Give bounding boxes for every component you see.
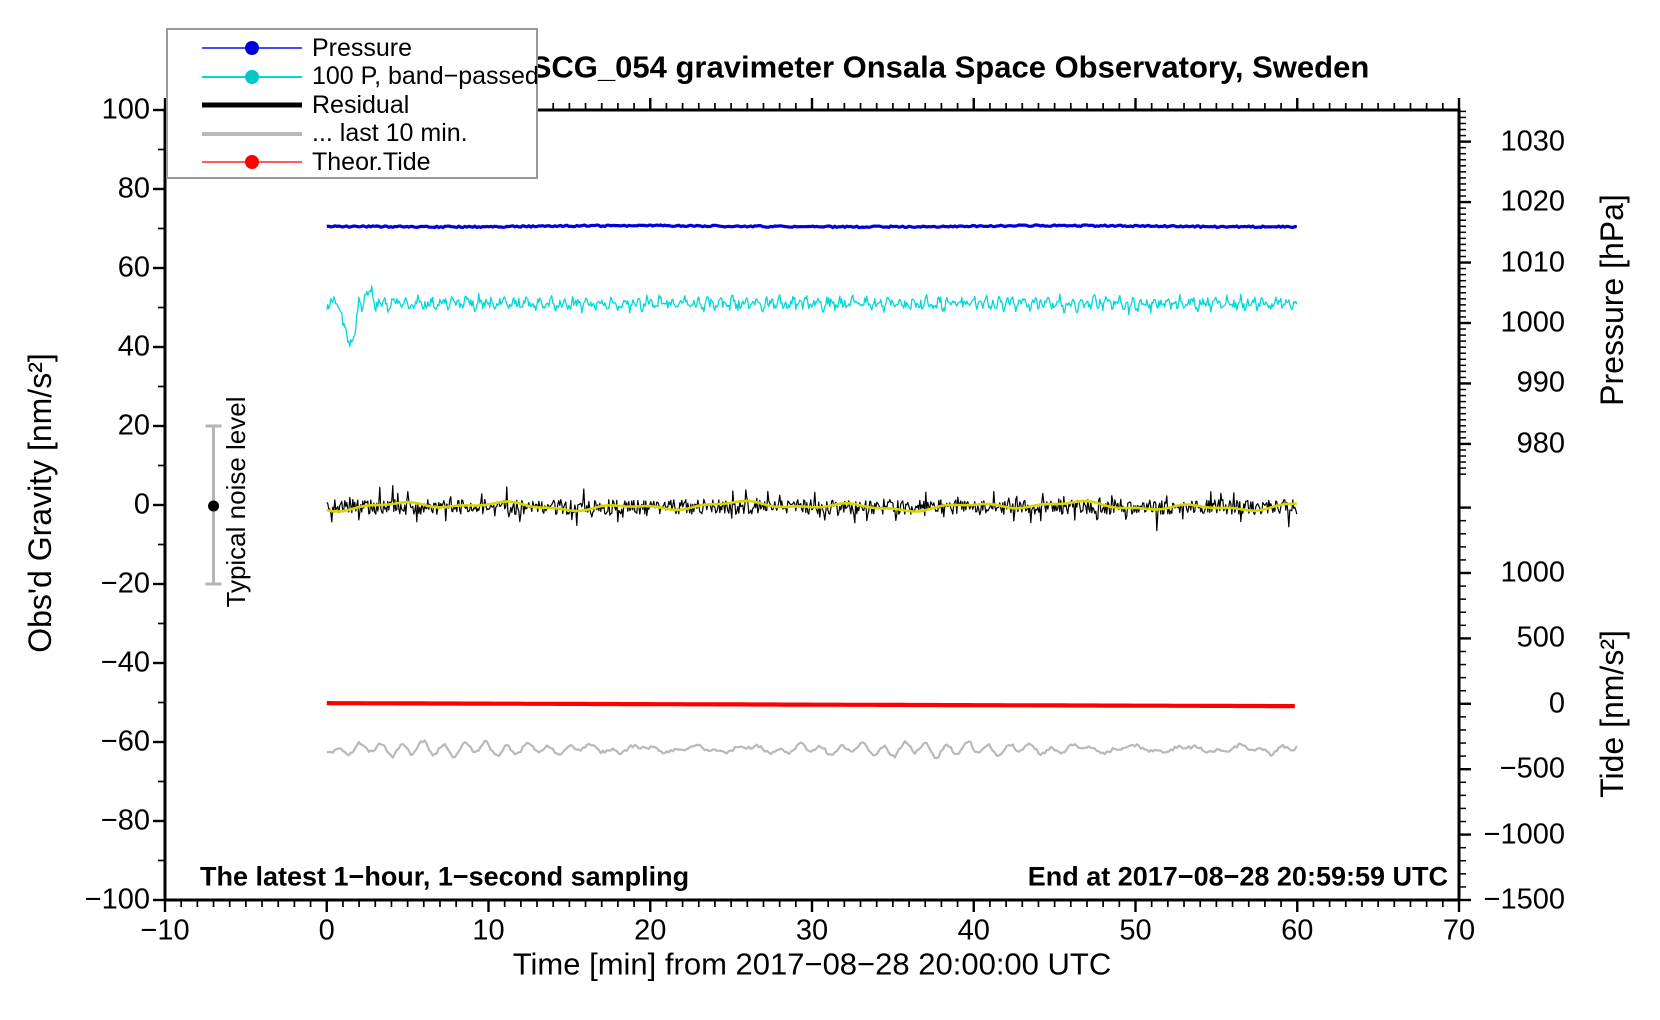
plot-border bbox=[163, 108, 1461, 902]
legend-swatch-pressure bbox=[202, 41, 302, 56]
series-residual bbox=[326, 485, 1298, 532]
legend-item-last-10-min: ... last 10 min. bbox=[168, 119, 536, 149]
legend-marker-pressure bbox=[245, 41, 259, 56]
legend-swatch-last-10-min bbox=[202, 131, 302, 136]
legend-marker-band-passed bbox=[245, 69, 259, 84]
series-residual-smoothed-overlay bbox=[326, 499, 1297, 513]
legend-item-band-passed: 100 P, band−passed bbox=[168, 62, 539, 92]
legend-swatch-theor-tide bbox=[202, 155, 302, 170]
legend-swatch-band-passed bbox=[202, 69, 302, 84]
legend-label: ... last 10 min. bbox=[312, 119, 468, 148]
legend-box: Pressure 100 P, band−passed Residual... la… bbox=[166, 28, 539, 179]
legend-label: 100 P, band−passed bbox=[312, 62, 539, 91]
series-residual-last-10-min bbox=[326, 739, 1298, 760]
legend-label: Theor.Tide bbox=[312, 147, 431, 176]
legend-marker-theor-tide bbox=[245, 155, 259, 170]
series-pressure-band-passed bbox=[326, 285, 1298, 348]
legend-item-pressure: Pressure bbox=[168, 34, 536, 63]
legend-label: Pressure bbox=[312, 33, 413, 62]
legend-swatch-residual bbox=[202, 102, 302, 108]
legend-label: Residual bbox=[312, 90, 410, 119]
noise-bar-dot bbox=[208, 500, 220, 512]
series-theor-tide bbox=[326, 701, 1295, 709]
legend-item-theor-tide: Theor.Tide bbox=[168, 148, 536, 177]
legend-item-residual: Residual bbox=[168, 91, 536, 120]
series-pressure bbox=[326, 223, 1298, 230]
